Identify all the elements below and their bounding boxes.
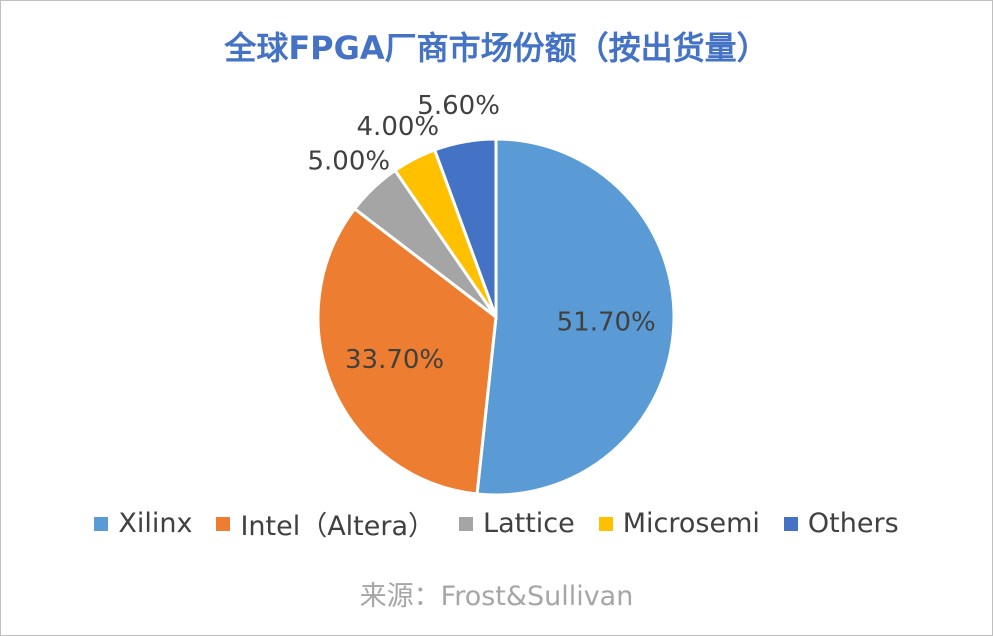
legend-item: Xilinx [94, 504, 192, 543]
legend-label: Xilinx [118, 508, 193, 539]
legend-label: Microsemi [622, 508, 760, 539]
data-label: 4.00% [357, 112, 440, 142]
data-label: 5.60% [417, 91, 500, 121]
legend-label: Others [807, 508, 899, 539]
pie-slice [432, 137, 498, 318]
data-label: 33.70% [345, 345, 444, 375]
legend-item: Lattice [459, 504, 575, 543]
legend-label: Lattice [483, 508, 575, 539]
pie-slice [475, 137, 676, 497]
legend-item: Intel（Altera） [216, 504, 435, 543]
legend-swatch [216, 516, 231, 531]
data-label: 51.70% [557, 307, 656, 337]
legend-swatch [94, 516, 109, 531]
legend-swatch [459, 516, 474, 531]
legend-item: Others [783, 504, 899, 543]
chart-title: 全球FPGA厂商市场份额（按出货量） [224, 29, 769, 67]
source-note: 来源：Frost&Sullivan [359, 581, 634, 612]
legend-swatch [783, 516, 798, 531]
legend-label: Intel（Altera） [240, 511, 436, 542]
legend-item: Microsemi [598, 504, 760, 543]
data-label: 5.00% [308, 147, 391, 177]
pie-slice [316, 206, 498, 496]
legend-swatch [598, 516, 613, 531]
legend: Xilinx Intel（Altera） Lattice Microsemi Other… [1, 504, 992, 543]
